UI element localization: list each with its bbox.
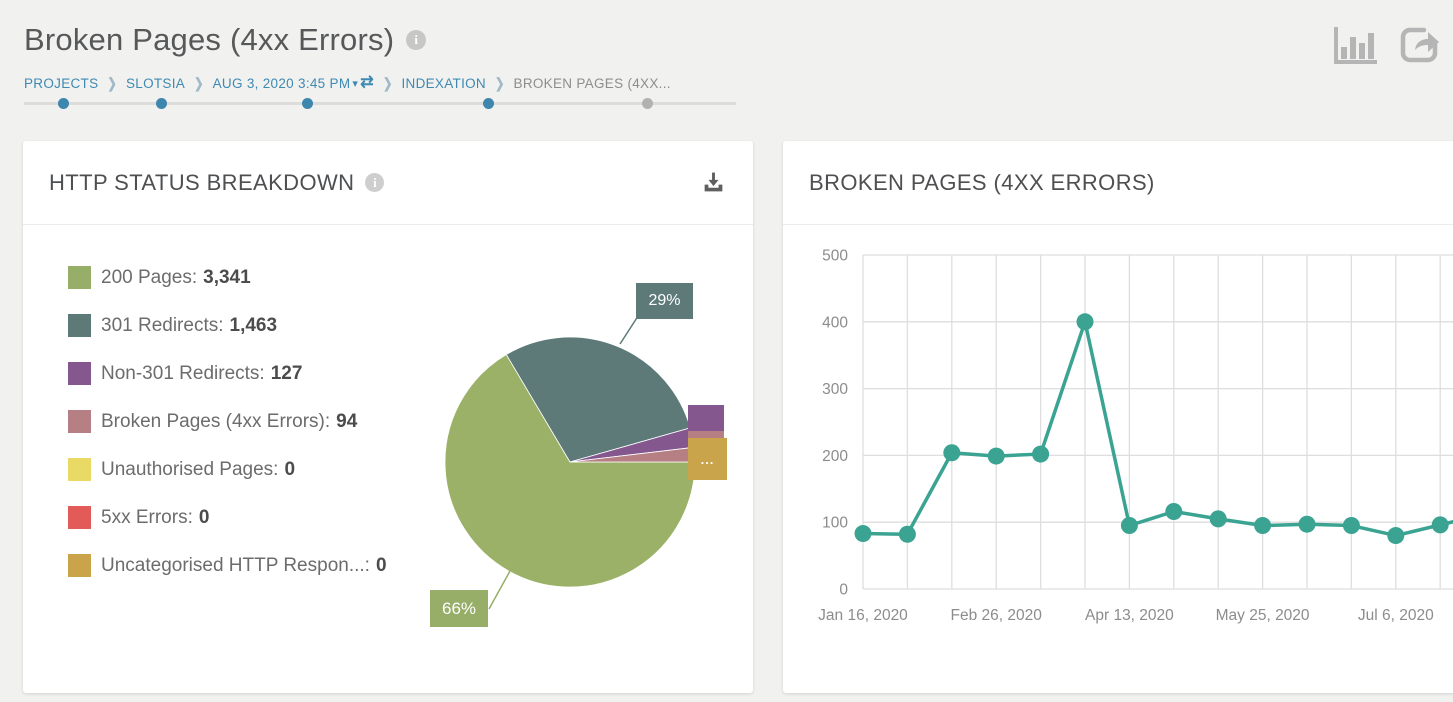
x-axis-tick-label: Jan 16, 2020 (818, 607, 908, 624)
legend-label: Unauthorised Pages: (101, 458, 279, 480)
legend-item[interactable]: 5xx Errors: 0 (68, 506, 387, 529)
legend-label: Broken Pages (4xx Errors): (101, 410, 331, 432)
y-axis-tick-label: 100 (822, 515, 848, 532)
legend-swatch (68, 266, 91, 289)
breadcrumb-progress-track (24, 98, 736, 110)
y-axis-tick-label: 500 (822, 248, 848, 265)
pie-label-301-redirects: 29% (636, 283, 693, 319)
data-point-marker[interactable] (898, 525, 916, 543)
crawl-dropdown-caret-icon[interactable]: ▾ (352, 77, 359, 90)
share-export-icon[interactable] (1397, 22, 1443, 68)
breadcrumb-separator-icon: ❯ (494, 76, 505, 92)
legend-swatch (68, 314, 91, 337)
data-point-marker[interactable] (1431, 516, 1449, 534)
http-status-pie-chart[interactable] (440, 332, 700, 592)
card-header: HTTP STATUS BREAKDOWN i (23, 141, 753, 225)
breadcrumb-progress-line (24, 102, 736, 105)
legend-value: 1,463 (229, 314, 278, 336)
data-point-marker[interactable] (854, 525, 872, 543)
pie-label-non-301-redirects (688, 405, 724, 431)
x-axis-tick-label: Feb 26, 2020 (951, 607, 1043, 624)
legend-label: Non-301 Redirects: (101, 362, 265, 384)
info-icon[interactable]: i (406, 30, 427, 50)
y-axis-tick-label: 400 (822, 314, 848, 331)
data-point-marker[interactable] (1209, 510, 1227, 528)
chart-view-icon[interactable] (1329, 23, 1381, 67)
legend-value: 0 (198, 506, 210, 528)
broken-pages-chart-card: BROKEN PAGES (4XX ERRORS) 0 100 200 300 400 5… (783, 141, 1453, 693)
breadcrumb-item-aug-3-2020-3-45-pm[interactable]: AUG 3, 2020 3:45 PM (212, 75, 351, 91)
legend-item[interactable]: 301 Redirects: 1,463 (68, 314, 387, 337)
breadcrumb-progress-dot[interactable] (302, 98, 313, 109)
card-title: BROKEN PAGES (4XX ERRORS) (809, 169, 1155, 195)
legend-label: 200 Pages: (101, 266, 198, 288)
legend-swatch (68, 458, 91, 481)
pie-label-200-pages: 66% (430, 590, 488, 627)
legend-swatch (68, 410, 91, 433)
page-title: Broken Pages (4xx Errors) (24, 22, 395, 57)
breadcrumb-separator-icon: ❯ (382, 76, 393, 92)
data-point-marker[interactable] (1076, 313, 1094, 331)
breadcrumb-progress-dot[interactable] (483, 98, 494, 109)
page-header: Broken Pages (4xx Errors) i (24, 22, 427, 58)
data-point-marker[interactable] (1342, 517, 1360, 535)
legend-label: 301 Redirects: (101, 314, 224, 336)
pie-label-broken-pages (688, 431, 724, 439)
breadcrumb-progress-dot[interactable] (642, 98, 653, 109)
y-axis-tick-label: 300 (822, 381, 848, 398)
legend-item[interactable]: Broken Pages (4xx Errors): 94 (68, 410, 387, 433)
compare-crawls-icon[interactable]: ⇄ (360, 74, 374, 91)
data-point-marker[interactable] (1254, 517, 1272, 535)
legend-label: Uncategorised HTTP Respon...: (101, 554, 370, 576)
legend-swatch (68, 362, 91, 385)
x-axis-tick-label: Jul 6, 2020 (1358, 607, 1434, 624)
legend-item[interactable]: 200 Pages: 3,341 (68, 266, 387, 289)
data-point-marker[interactable] (1165, 503, 1183, 521)
breadcrumb-separator-icon: ❯ (107, 76, 117, 92)
legend-item[interactable]: Uncategorised HTTP Respon...: 0 (68, 554, 387, 577)
data-point-marker[interactable] (1120, 517, 1138, 535)
http-status-legend: 200 Pages: 3,341 301 Redirects: 1,463 No… (68, 266, 387, 602)
x-axis-tick-label: May 25, 2020 (1216, 607, 1310, 624)
pie-slice-200-pages[interactable] (444, 353, 696, 588)
breadcrumb-item-slotsia[interactable]: SLOTSIA (125, 75, 186, 91)
download-icon[interactable] (701, 170, 726, 195)
breadcrumb: PROJECTS ❯ SLOTSIA ❯ AUG 3, 2020 3:45 PM ▾ ⇄ ❯ I… (24, 74, 671, 92)
breadcrumb-item-broken-pages-4xx: BROKEN PAGES (4XX... (513, 75, 671, 91)
x-axis-tick-label: Apr 13, 2020 (1085, 607, 1174, 624)
legend-swatch (68, 554, 91, 577)
http-status-breakdown-card: HTTP STATUS BREAKDOWN i 200 Pages: 3,341… (23, 141, 753, 693)
legend-value: 0 (284, 458, 296, 480)
breadcrumb-progress-dot[interactable] (156, 98, 167, 109)
pie-slice-301-redirects[interactable] (505, 336, 691, 463)
pie-label-overflow: ... (688, 438, 727, 480)
legend-value: 0 (375, 554, 387, 576)
y-axis-tick-label: 200 (822, 448, 848, 465)
data-point-marker[interactable] (987, 447, 1005, 465)
legend-swatch (68, 506, 91, 529)
y-axis-tick-label: 0 (839, 582, 848, 599)
card-title: HTTP STATUS BREAKDOWN (49, 169, 355, 195)
legend-item[interactable]: Non-301 Redirects: 127 (68, 362, 387, 385)
broken-pages-line-chart[interactable]: 0 100 200 300 400 500 Jan 16, 2020 Feb 26, 2020… (783, 225, 1453, 693)
breadcrumb-item-indexation[interactable]: INDEXATION (401, 75, 486, 91)
legend-label: 5xx Errors: (101, 506, 193, 528)
card-header: BROKEN PAGES (4XX ERRORS) (783, 141, 1453, 225)
data-point-marker[interactable] (1387, 527, 1405, 545)
data-point-marker[interactable] (1032, 445, 1050, 463)
legend-value: 127 (270, 362, 303, 384)
legend-value: 94 (336, 410, 358, 432)
legend-item[interactable]: Unauthorised Pages: 0 (68, 458, 387, 481)
data-point-marker[interactable] (943, 444, 961, 462)
data-point-marker[interactable] (1298, 515, 1316, 533)
breadcrumb-progress-dot[interactable] (58, 98, 69, 109)
info-icon[interactable]: i (365, 173, 385, 192)
breadcrumb-item-projects[interactable]: PROJECTS (24, 75, 99, 91)
header-actions (1329, 22, 1443, 68)
breadcrumb-separator-icon: ❯ (194, 76, 204, 92)
legend-value: 3,341 (203, 266, 251, 288)
